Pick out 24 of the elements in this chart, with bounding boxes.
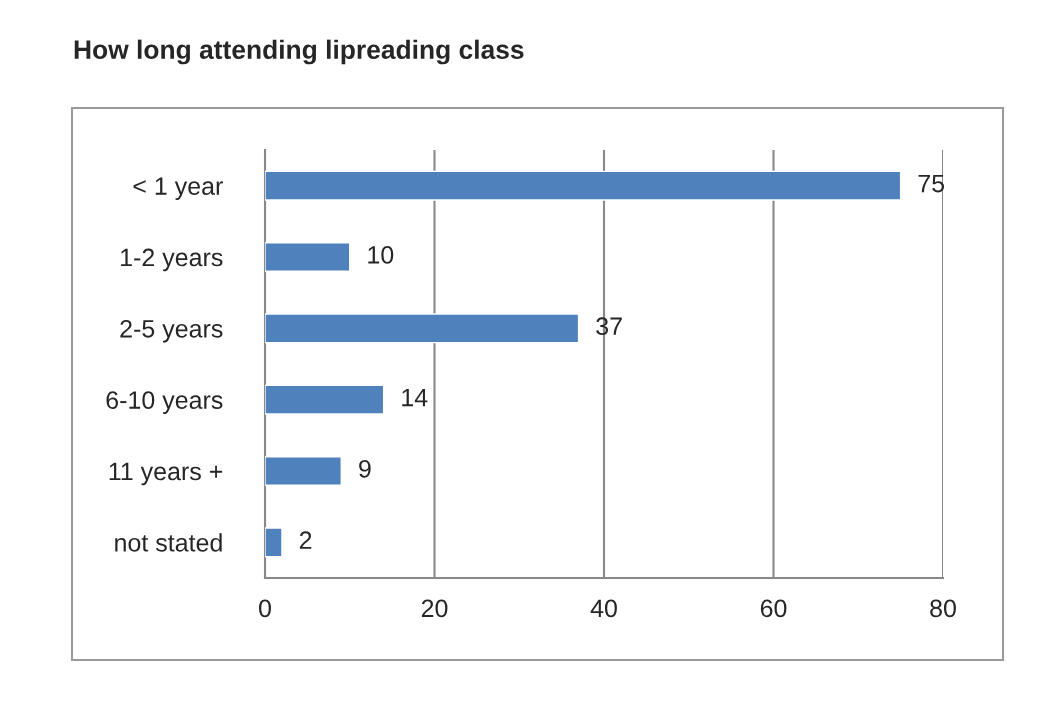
bar <box>265 313 580 344</box>
bar <box>265 527 283 558</box>
x-tick-label: 0 <box>259 599 271 618</box>
bar <box>265 242 351 272</box>
data-label: 14 <box>402 388 428 407</box>
y-tick-label: not stated <box>115 533 222 552</box>
y-tick-label: < 1 year <box>133 177 223 200</box>
bar <box>265 456 342 486</box>
data-label: 9 <box>359 460 371 478</box>
x-tick-label: 80 <box>930 599 956 618</box>
chart-title: How long attending lipreading class <box>74 39 524 65</box>
x-tick-label: 40 <box>590 599 617 618</box>
x-tick-label: 20 <box>421 599 448 618</box>
bar <box>265 170 902 201</box>
y-tick-label: 11 years + <box>109 462 223 486</box>
bar <box>265 384 385 415</box>
data-label: 2 <box>299 531 312 549</box>
y-tick-label: 1-2 years <box>121 248 223 272</box>
data-label: 75 <box>918 174 945 193</box>
data-label: 10 <box>368 246 394 264</box>
x-tick-label: 60 <box>760 599 787 618</box>
data-label: 37 <box>596 317 622 336</box>
y-tick-label: 6-10 years <box>106 391 223 414</box>
y-tick-label: 2-5 years <box>120 319 223 343</box>
